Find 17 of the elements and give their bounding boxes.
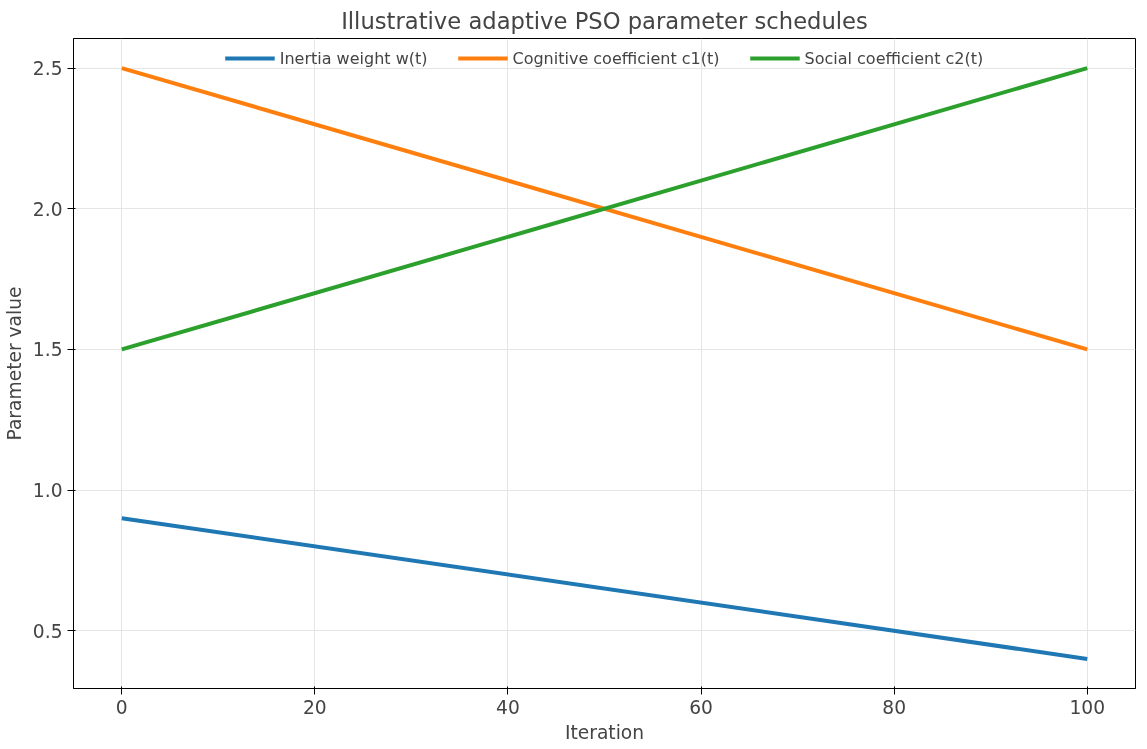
x-tick-label: 80 [882, 696, 907, 718]
x-axis-title: Iteration [564, 721, 645, 743]
legend-label: Inertia weight w(t) [279, 48, 428, 68]
x-tick-label: 20 [302, 696, 327, 718]
x-tick-label: 60 [689, 696, 713, 718]
legend-label: Cognitive coefficient c1(t) [512, 48, 720, 68]
x-tick-label: 0 [115, 696, 128, 718]
y-tick-label: 2.0 [32, 198, 63, 220]
legend-label: Social coefficient c2(t) [804, 48, 984, 68]
y-tick-label: 0.5 [32, 620, 63, 642]
chart-title: Illustrative adaptive PSO parameter schedules [341, 7, 868, 34]
y-tick-label: 2.5 [32, 58, 63, 80]
y-tick-label: 1.0 [32, 480, 63, 502]
x-tick-label: 100 [1069, 696, 1106, 718]
y-tick-label: 1.5 [32, 339, 63, 361]
y-axis-title: Parameter value [3, 286, 25, 441]
x-tick-label: 40 [496, 696, 520, 718]
